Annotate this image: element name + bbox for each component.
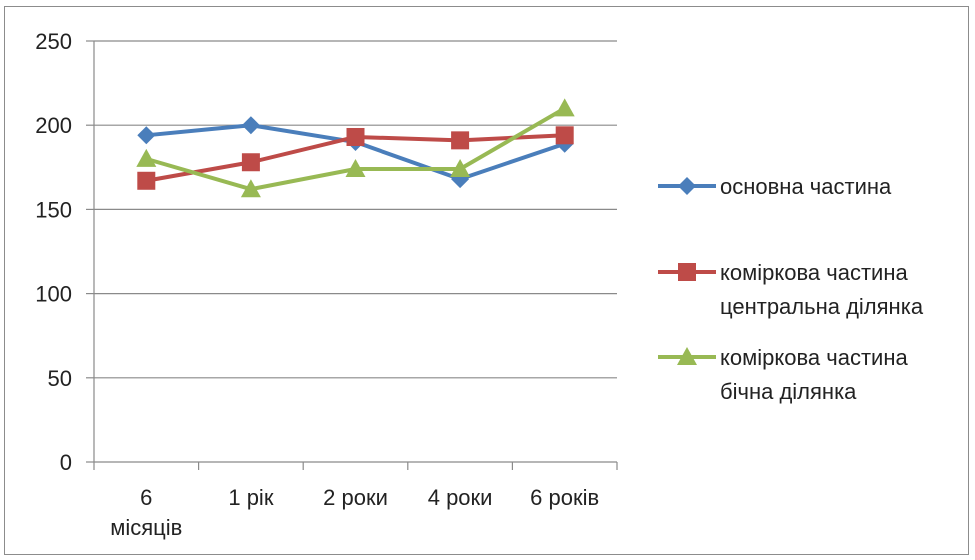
legend-label: коміркова частина [720, 260, 908, 285]
x-tick-label: місяців [110, 515, 182, 540]
legend-marker-1 [678, 177, 696, 195]
data-point [346, 127, 365, 146]
legend-marker-2 [678, 263, 696, 281]
y-tick-label: 50 [48, 366, 72, 391]
data-point [137, 126, 156, 145]
data-point [345, 158, 366, 177]
chart-frame [4, 6, 969, 555]
data-point [137, 171, 156, 190]
data-point [136, 148, 157, 167]
legend-label: центральна ділянка [720, 294, 924, 319]
data-point [451, 131, 470, 150]
y-tick-label: 100 [35, 282, 72, 307]
data-point [555, 126, 574, 145]
y-tick-label: 250 [35, 29, 72, 54]
data-point [241, 153, 260, 172]
x-tick-label: 6 років [530, 485, 599, 510]
x-tick-label: 1 рік [228, 485, 273, 510]
y-tick-label: 200 [35, 113, 72, 138]
data-point [450, 158, 471, 177]
data-point [241, 116, 260, 135]
x-tick-label: 4 роки [428, 485, 493, 510]
x-tick-label: 2 роки [323, 485, 388, 510]
y-tick-label: 0 [60, 450, 72, 475]
legend-label: бічна ділянка [720, 379, 857, 404]
data-point [240, 179, 261, 198]
data-point [554, 98, 575, 117]
y-tick-label: 150 [35, 197, 72, 222]
legend-label: коміркова частина [720, 345, 908, 370]
legend-marker-3 [677, 347, 697, 365]
legend-label: основна частина [720, 174, 892, 199]
x-tick-label: 6 [140, 485, 152, 510]
